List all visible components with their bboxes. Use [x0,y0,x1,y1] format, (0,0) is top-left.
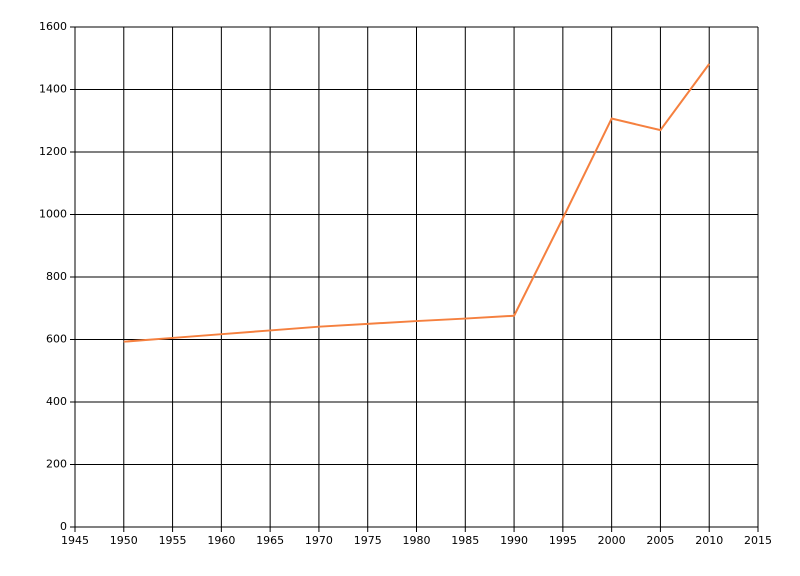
y-tick-label: 800 [46,270,67,283]
y-tick-label: 1600 [39,20,67,33]
x-tick-label: 1985 [451,534,479,547]
y-tick-label: 200 [46,458,67,471]
y-tick-label: 1200 [39,145,67,158]
y-tick-label: 0 [60,520,67,533]
y-tick-label: 1400 [39,83,67,96]
y-tick-label: 400 [46,395,67,408]
x-tick-label: 1990 [500,534,528,547]
x-tick-label: 2000 [598,534,626,547]
data-line [123,63,711,343]
x-tick-label: 1980 [403,534,431,547]
y-tick-label: 600 [46,333,67,346]
x-tick-label: 1975 [354,534,382,547]
x-tick-label: 1945 [61,534,89,547]
y-tick-label: 1000 [39,208,67,221]
x-tick-label: 2005 [646,534,674,547]
x-tick-label: 2015 [744,534,772,547]
x-tick-label: 1965 [256,534,284,547]
x-tick-label: 2010 [695,534,723,547]
x-tick-label: 1960 [207,534,235,547]
x-tick-label: 1955 [159,534,187,547]
x-tick-label: 1995 [549,534,577,547]
x-tick-label: 1970 [305,534,333,547]
x-tick-label: 1950 [110,534,138,547]
